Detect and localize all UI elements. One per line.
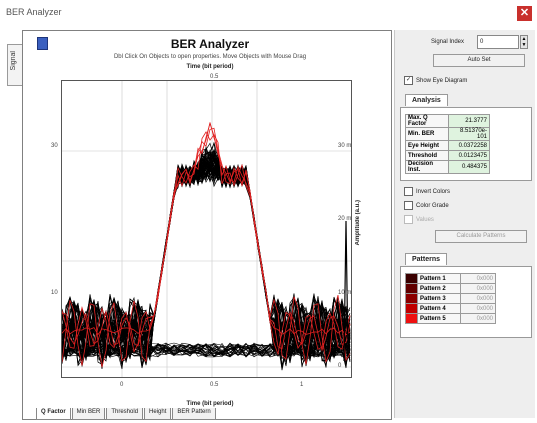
signal-index-label: Signal Index: [431, 39, 465, 45]
right-tick-label: 30 m: [338, 143, 352, 149]
top-tick-label: 0.5: [210, 74, 219, 80]
signal-side-tab[interactable]: Signal: [7, 44, 24, 86]
table-row: Pattern 2 0x000: [405, 283, 496, 294]
max-q-factor-value: 21.3777: [448, 114, 490, 128]
signal-index-spinner[interactable]: ▲ ▼: [520, 35, 528, 49]
plot-hint: Dbl Click On Objects to open properties.…: [113, 54, 307, 60]
pattern-status: 0x000: [460, 303, 496, 314]
table-row: Eye Height 0.0372258: [405, 140, 490, 151]
close-icon: ✕: [519, 7, 530, 19]
color-grade-checkbox[interactable]: Color Grade: [404, 201, 449, 210]
document-icon: [37, 37, 48, 50]
checkbox-icon: [404, 201, 413, 210]
pattern-color-swatch[interactable]: [405, 313, 418, 324]
pattern-name: Pattern 5: [417, 313, 461, 324]
highlight-trace: [61, 122, 351, 368]
analysis-tab[interactable]: Analysis: [405, 94, 448, 106]
table-row: Max. Q Factor 21.3777: [405, 114, 490, 128]
eye-trace: [61, 151, 351, 369]
decision-inst-label: Decision Inst.: [405, 160, 449, 174]
auto-set-button[interactable]: Auto Set: [433, 54, 525, 67]
max-q-factor-label: Max. Q Factor: [405, 114, 449, 128]
eye-trace: [61, 343, 351, 358]
patterns-tab[interactable]: Patterns: [405, 253, 448, 265]
values-label: Values: [416, 216, 434, 223]
bottom-tab-bar: Q Factor Min BER Threshold Height BER Pa…: [36, 408, 217, 420]
checkbox-icon: [404, 187, 413, 196]
pattern-status: 0x000: [460, 313, 496, 324]
table-row: Pattern 3 0x000: [405, 293, 496, 304]
spinner-up-icon: ▲: [521, 36, 527, 42]
values-checkbox[interactable]: Values: [404, 215, 434, 224]
eye-diagram-plot[interactable]: [61, 80, 352, 378]
eye-height-label: Eye Height: [405, 140, 449, 151]
bottom-tick-label: 1: [300, 382, 304, 388]
tab-q-factor[interactable]: Q Factor: [36, 408, 71, 420]
min-ber-label: Min. BER: [405, 127, 449, 141]
pattern-status: 0x000: [460, 293, 496, 304]
tab-threshold[interactable]: Threshold: [106, 408, 144, 420]
pattern-status: 0x000: [460, 283, 496, 294]
calculate-patterns-button[interactable]: Calculate Patterns: [435, 230, 527, 243]
pattern-status: 0x000: [460, 273, 496, 284]
threshold-label: Threshold: [405, 150, 449, 161]
title-bar: BER Analyzer ✕: [0, 0, 537, 26]
show-eye-checkbox[interactable]: ✓ Show Eye Diagram: [404, 76, 467, 85]
table-row: Decision Inst. 0.484375: [405, 160, 490, 174]
table-row: Min. BER 8.51370e-101: [405, 127, 490, 141]
show-eye-label: Show Eye Diagram: [416, 77, 468, 84]
min-ber-value: 8.51370e-101: [448, 127, 490, 141]
tab-height[interactable]: Height: [144, 408, 172, 420]
tab-min-ber[interactable]: Min BER: [71, 408, 106, 420]
table-row: Pattern 1 0x000: [405, 273, 496, 284]
right-tick-label: 10 m: [338, 289, 352, 296]
plot-title: BER Analyzer: [170, 37, 250, 51]
right-axis-label: Amplitude (a.u.): [355, 200, 361, 246]
left-tick-label: 30: [51, 143, 58, 149]
eye-trace: [61, 152, 351, 337]
pattern-color-swatch[interactable]: [405, 283, 418, 294]
tab-ber-pattern[interactable]: BER Pattern: [172, 408, 216, 420]
pattern-name: Pattern 2: [417, 283, 461, 294]
threshold-value: 0.0123475: [448, 150, 490, 161]
eye-trace: [61, 342, 351, 358]
eye-trace: [61, 151, 351, 348]
pattern-name: Pattern 3: [417, 293, 461, 304]
invert-colors-label: Invert Colors: [416, 188, 451, 195]
pattern-name: Pattern 1: [417, 273, 461, 284]
edge-spike-trace: [343, 220, 349, 362]
close-button[interactable]: ✕: [517, 6, 532, 21]
checkbox-icon: [404, 215, 413, 224]
pattern-color-swatch[interactable]: [405, 293, 418, 304]
table-row: Threshold 0.0123475: [405, 150, 490, 161]
color-grade-label: Color Grade: [416, 202, 449, 209]
table-row: Pattern 4 0x000: [405, 303, 496, 314]
eye-trace: [61, 343, 351, 358]
bottom-tick-label: 0.5: [210, 382, 219, 388]
control-panel: Signal Index 0 ▲ ▼ Auto Set ✓ Show Eye Di…: [394, 30, 535, 418]
decision-inst-value: 0.484375: [448, 160, 490, 174]
signal-side-tab-label: Signal: [10, 51, 17, 71]
window-title: BER Analyzer: [6, 7, 62, 17]
eye-diagram-canvas: [61, 81, 351, 377]
right-tick-label: 0: [338, 363, 342, 369]
invert-colors-checkbox[interactable]: Invert Colors: [404, 187, 450, 196]
checkbox-checked-icon: ✓: [404, 76, 413, 85]
spinner-down-icon: ▼: [521, 42, 527, 48]
left-tick-label: 10: [51, 289, 58, 296]
top-axis-label: Time (bit period): [186, 64, 234, 70]
highlight-trace: [61, 122, 351, 336]
table-row: Pattern 5 0x000: [405, 313, 496, 324]
right-tick-label: 20 m: [338, 216, 352, 223]
analysis-table: Max. Q Factor 21.3777 Min. BER 8.51370e-10…: [405, 114, 490, 174]
eye-height-value: 0.0372258: [448, 140, 490, 151]
pattern-color-swatch[interactable]: [405, 273, 418, 284]
pattern-color-swatch[interactable]: [405, 303, 418, 314]
bottom-axis-label: Time (bit period): [186, 401, 234, 407]
eye-trace: [61, 159, 351, 339]
signal-index-input[interactable]: 0: [477, 35, 519, 49]
bottom-tick-label: 0: [120, 382, 124, 388]
pattern-name: Pattern 4: [417, 303, 461, 314]
